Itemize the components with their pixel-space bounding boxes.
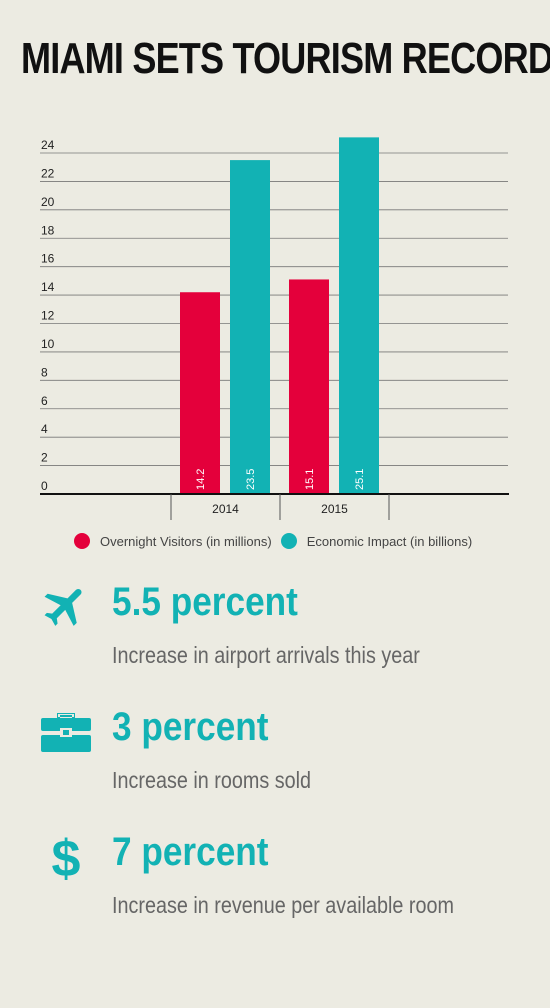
y-tick-label: 14 xyxy=(41,280,55,294)
y-tick-label: 16 xyxy=(41,252,55,266)
legend-label-impact: Economic Impact (in billions) xyxy=(306,533,473,549)
bar-value-label: 25.1 xyxy=(354,469,366,490)
stat-revenue: $ 7 percent Increase in revenue per avai… xyxy=(40,830,540,940)
bar xyxy=(339,137,379,494)
legend-item-visitors: Overnight Visitors (in millions) xyxy=(74,533,272,549)
stat-value-rooms: 3 percent xyxy=(112,705,269,749)
y-tick-label: 22 xyxy=(41,166,55,180)
bar xyxy=(230,160,270,494)
y-tick-label: 2 xyxy=(41,451,48,465)
stat-rooms-sold: 3 percent Increase in rooms sold xyxy=(40,705,540,815)
stat-value-airport: 5.5 percent xyxy=(112,580,298,624)
y-tick-label: 4 xyxy=(41,422,48,436)
bar xyxy=(289,279,329,494)
briefcase-icon xyxy=(41,713,91,752)
y-tick-label: 12 xyxy=(41,309,55,323)
stat-airport-arrivals: 5.5 percent Increase in airport arrivals… xyxy=(40,580,540,690)
y-tick-label: 24 xyxy=(41,138,55,152)
y-tick-label: 0 xyxy=(41,479,48,493)
legend-swatch-impact xyxy=(280,533,297,549)
bar-value-label: 14.2 xyxy=(195,469,207,490)
stat-desc-airport: Increase in airport arrivals this year xyxy=(112,642,420,668)
legend-label-visitors: Overnight Visitors (in millions) xyxy=(100,533,272,549)
stat-value-revenue: 7 percent xyxy=(112,830,269,874)
y-tick-label: 6 xyxy=(41,394,48,408)
page-title: MIAMI SETS TOURISM RECORD xyxy=(21,34,550,83)
svg-text:$: $ xyxy=(52,830,81,882)
chart-legend: Overnight Visitors (in millions) Economi… xyxy=(74,533,481,549)
dollar-icon: $ xyxy=(52,830,81,882)
bar xyxy=(180,292,220,494)
stat-desc-rooms: Increase in rooms sold xyxy=(112,767,311,793)
y-tick-label: 18 xyxy=(41,223,55,237)
y-tick-label: 20 xyxy=(41,195,55,209)
legend-swatch-visitors xyxy=(74,533,90,549)
y-tick-label: 10 xyxy=(41,337,55,351)
x-tick-label: 2014 xyxy=(212,502,239,516)
airplane-icon xyxy=(44,588,82,626)
y-tick-label: 8 xyxy=(41,365,48,379)
bar-value-label: 15.1 xyxy=(304,469,316,490)
x-tick-label: 2015 xyxy=(321,502,348,516)
bar-value-label: 23.5 xyxy=(245,469,257,490)
stat-desc-revenue: Increase in revenue per available room xyxy=(112,892,454,918)
legend-item-impact: Economic Impact (in billions) xyxy=(280,533,473,549)
